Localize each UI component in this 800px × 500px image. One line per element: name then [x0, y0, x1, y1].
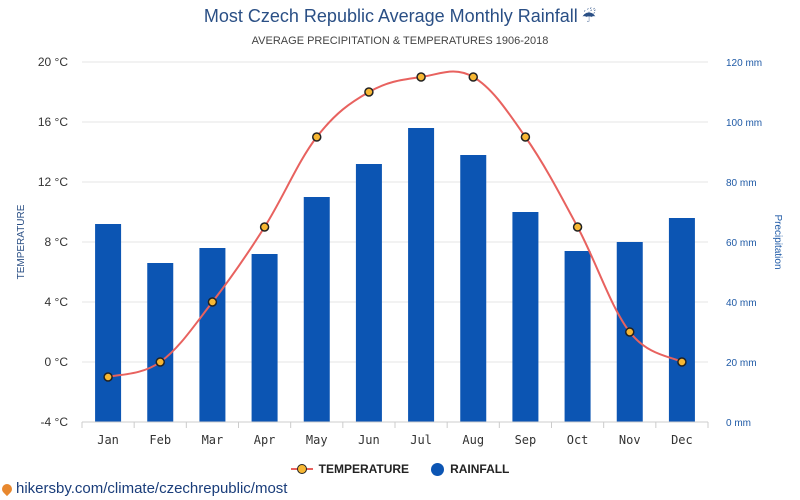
y-right-tick-label: 100 mm	[726, 118, 762, 129]
legend-item-rainfall[interactable]: RAINFALL	[431, 462, 509, 476]
legend-item-temperature[interactable]: TEMPERATURE	[290, 462, 410, 476]
rainfall-bars	[95, 128, 695, 422]
rainfall-bar[interactable]	[251, 254, 278, 422]
y-left-tick-label: 4 °C	[45, 295, 69, 309]
rainfall-bar[interactable]	[564, 251, 591, 422]
x-tick-label: May	[306, 433, 328, 447]
source-link-text: hikersby.com/climate/czechrepublic/most	[16, 480, 288, 497]
temperature-point[interactable]	[155, 357, 165, 367]
rainfall-bar[interactable]	[95, 224, 122, 422]
y-right-axis-title: Precipitation	[772, 214, 783, 269]
x-tick-label: Jun	[358, 433, 380, 447]
source-link[interactable]: hikersby.com/climate/czechrepublic/most	[0, 480, 288, 497]
temperature-curve	[107, 70, 683, 378]
y-right-tick-label: 40 mm	[726, 298, 757, 309]
temperature-point[interactable]	[416, 72, 426, 82]
umbrella-rain-icon: ☔	[581, 9, 597, 26]
temperature-point[interactable]	[520, 132, 531, 142]
grid-lines	[81, 61, 709, 428]
chart-title-text: Most Czech Republic Average Monthly Rain…	[203, 6, 578, 26]
x-tick-label: Nov	[619, 433, 641, 447]
y-right-tick-label: 80 mm	[726, 178, 757, 189]
rainfall-bar[interactable]	[512, 212, 539, 422]
temperature-point[interactable]	[312, 132, 322, 142]
location-pin-icon	[0, 481, 15, 496]
x-tick-label: Mar	[202, 433, 224, 447]
temperature-point[interactable]	[468, 72, 478, 82]
y-left-tick-label: 20 °C	[38, 55, 68, 69]
rainfall-dot-marker-icon	[431, 462, 445, 476]
x-tick-label: Aug	[462, 433, 484, 447]
y-left-tick-label: 16 °C	[38, 115, 68, 129]
temperature-point[interactable]	[103, 372, 113, 382]
y-right-tick-label: 60 mm	[726, 238, 757, 249]
y-left-tick-label: -4 °C	[41, 415, 69, 429]
x-tick-label: Sep	[515, 433, 537, 447]
legend: TEMPERATURE RAINFALL	[0, 462, 800, 476]
temperature-point[interactable]	[625, 327, 635, 337]
x-tick-label: Oct	[567, 433, 589, 447]
x-tick-label: Jul	[410, 433, 432, 447]
rainfall-bar[interactable]	[460, 155, 487, 422]
y-right-tick-label: 0 mm	[726, 418, 751, 429]
rainfall-bar[interactable]	[199, 248, 226, 422]
temperature-line	[103, 70, 687, 382]
y-left-tick-label: 12 °C	[38, 175, 68, 189]
legend-temperature-label: TEMPERATURE	[318, 462, 410, 476]
temperature-point[interactable]	[364, 87, 374, 97]
x-tick-label: Feb	[149, 433, 171, 447]
rainfall-bar[interactable]	[147, 263, 174, 422]
y-right-tick-label: 20 mm	[726, 358, 757, 369]
temperature-point[interactable]	[677, 357, 687, 367]
y-left-tick-label: 8 °C	[45, 235, 69, 249]
rainfall-bar[interactable]	[303, 197, 330, 422]
x-tick-label: Apr	[254, 433, 276, 447]
axes: -4 °C 0 mm 0 °C 20 mm 4 °C 40 mm 8 °C 60 mm 12 °…	[16, 55, 783, 447]
y-right-tick-label: 120 mm	[726, 58, 762, 69]
temperature-point[interactable]	[572, 222, 583, 232]
temperature-point[interactable]	[207, 297, 218, 307]
y-left-axis-title: TEMPERATURE	[16, 204, 27, 279]
legend-rainfall-label: RAINFALL	[450, 462, 510, 476]
x-tick-label: Jan	[97, 433, 119, 447]
chart-subtitle: AVERAGE PRECIPITATION & TEMPERATURES 190…	[251, 35, 549, 47]
rainfall-bar[interactable]	[355, 164, 382, 422]
temperature-point[interactable]	[259, 222, 270, 232]
y-left-tick-label: 0 °C	[45, 355, 69, 369]
rainfall-bar[interactable]	[668, 218, 695, 422]
rainfall-bar[interactable]	[408, 128, 435, 422]
x-tick-label: Dec	[671, 433, 693, 447]
temperature-line-marker-icon	[290, 462, 313, 476]
chart-title: Most Czech Republic Average Monthly Rain…	[0, 6, 800, 27]
